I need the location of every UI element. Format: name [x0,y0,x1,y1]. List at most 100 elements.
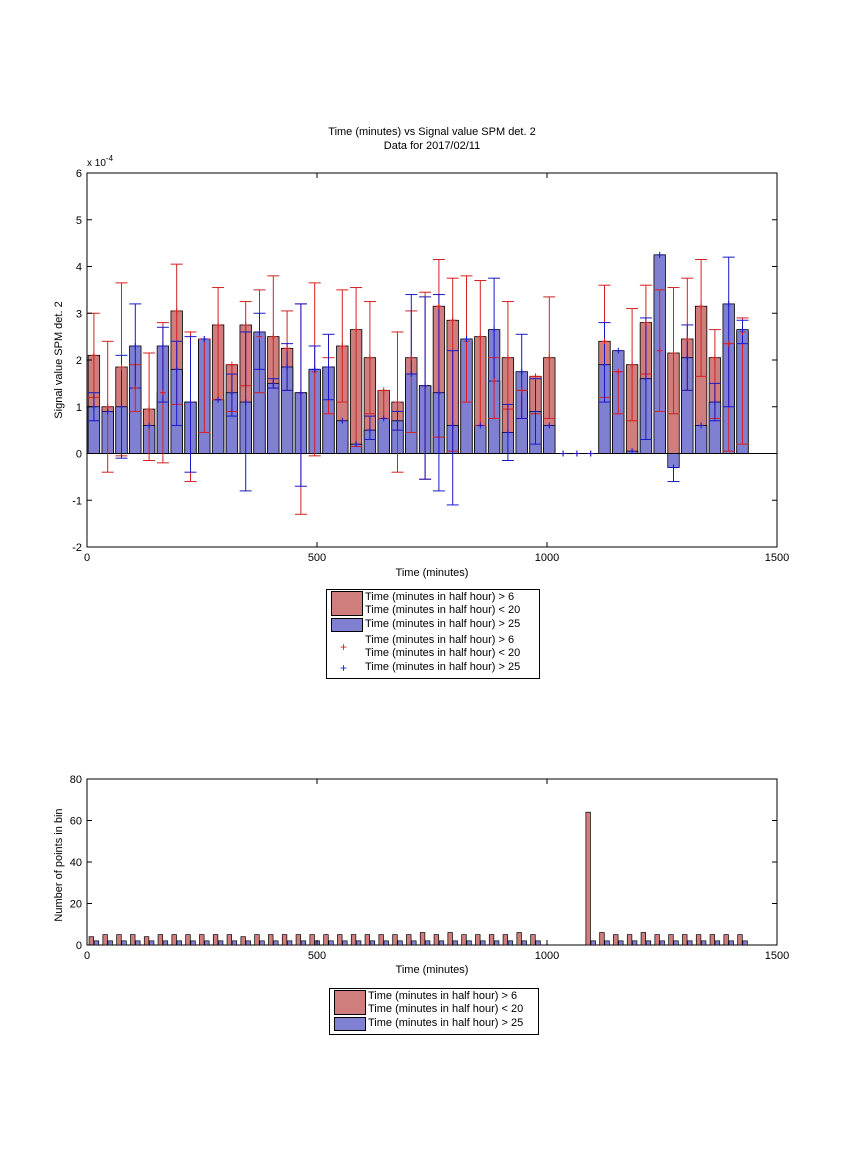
red-marker [491,378,498,385]
red-marker [518,387,525,394]
bottom-legend: Time (minutes in half hour) > 6 Time (mi… [329,988,539,1035]
blue-marker [670,464,677,471]
red-count-bar [695,934,702,946]
top-plot-area: 0 500 1000 1500 -2 -1 0 1 2 3 4 5 6 [72,168,789,564]
blue-count-bar [245,940,251,946]
blue-count-bar [618,940,624,946]
blue-marker [573,450,580,457]
red-marker [504,354,511,361]
red-marker [546,354,553,361]
blue-marker [270,380,277,387]
red-count-bar [640,932,647,946]
blue-count-bar [121,940,127,946]
red-count-bar [88,936,95,946]
top-x-axis-label: Time (minutes) [396,567,469,579]
blue-marker [353,441,360,448]
blue-marker [201,335,208,342]
blue-marker [408,371,415,378]
x-tick-label: 1000 [535,950,559,962]
blue-bar [336,420,349,454]
red-count-bar [626,934,633,946]
red-count-bar [240,936,246,946]
blue-count-bar [217,940,224,946]
blue-marker [311,366,318,373]
blue-count-bar [411,940,417,946]
red-count-bar [268,934,274,946]
blue-marker [504,429,511,436]
top-y-axis-label: Signal value SPM det. 2 [53,301,65,418]
blue-count-bar [93,940,100,946]
blue-marker [463,335,470,342]
blue-count-bar [742,940,748,946]
red-marker [711,354,718,361]
y-tick-label: 3 [76,308,82,320]
blue-bar [474,425,487,454]
blue-count-bar [493,940,500,946]
y-tick-label: 0 [76,449,82,461]
red-marker [449,317,456,324]
red-bar-swatch [334,990,366,1015]
chart-title: Time (minutes) vs Signal value SPM det. … [328,126,535,138]
red-count-bar [419,932,426,946]
blue-count-bar [231,940,238,946]
red-count-bar [185,934,191,946]
y-exponent-power: -4 [106,154,114,163]
red-count-bar [295,934,302,946]
blue-marker [656,251,663,258]
blue-count-bar [397,940,403,946]
blue-count-bar [438,940,445,946]
red-marker [698,303,705,310]
blue-count-bar [135,940,141,946]
blue-marker [615,347,622,354]
red-plus-marker-icon: + [340,639,348,654]
y-tick-label: 0 [76,940,82,952]
blue-marker [256,328,263,335]
blue-marker [118,403,125,410]
x-tick-label: 1500 [765,552,789,564]
blue-marker [684,354,691,361]
y-tick-label: 20 [70,899,82,911]
red-count-bar [682,934,688,946]
blue-marker [394,417,401,424]
red-marker [394,399,401,406]
blue-marker [477,422,484,429]
blue-marker [159,342,166,349]
legend-entry: Time (minutes in half hour) > 25 [327,617,539,633]
blue-count-bar [673,940,679,946]
blue-count-bar [507,940,514,946]
red-count-bar [254,934,260,946]
blue-marker [491,326,498,333]
red-count-bar [199,934,205,946]
blue-count-bar [259,940,265,946]
red-count-bar [668,934,674,946]
red-marker [435,303,442,310]
red-count-bar [516,932,522,946]
bottom-axes-box [86,778,778,946]
y-exponent-label: x 10-4 [87,154,114,169]
blue-bar-swatch [334,1017,366,1031]
blue-marker [711,399,718,406]
red-marker [228,361,235,368]
blue-count-bar [535,940,541,946]
red-count-bar [475,934,481,946]
bottom-x-axis-label: Time (minutes) [396,964,469,976]
red-count-bar [102,934,108,946]
red-count-bar [585,811,591,946]
red-count-bar [226,934,233,946]
red-marker [380,387,387,394]
red-marker [532,373,539,380]
blue-count-bar [604,940,610,946]
x-tick-label: 500 [308,552,326,564]
red-count-bar [433,934,440,946]
red-count-bar [212,934,219,946]
blue-count-bar [728,940,734,946]
legend-label: Time (minutes in half hour) > 25 [365,618,521,630]
y-tick-label: 80 [70,774,82,786]
blue-marker [228,389,235,396]
red-marker [339,342,346,349]
blue-count-bar [107,940,113,946]
blue-count-bar [300,940,307,946]
red-count-bar [737,934,743,946]
blue-marker [629,448,636,455]
bottom-y-axis-label: Number of points in bin [53,808,65,921]
